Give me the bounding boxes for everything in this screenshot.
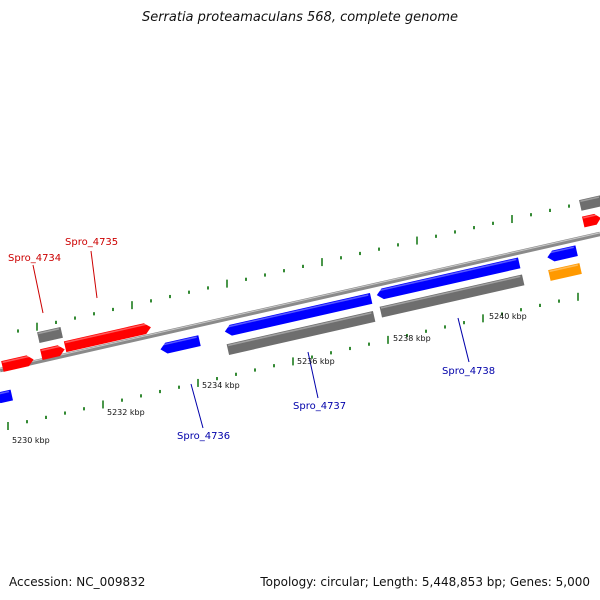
map-title: Serratia proteamaculans 568, complete ge… <box>141 10 459 25</box>
gene-features <box>0 195 600 404</box>
cds-gray <box>37 326 63 344</box>
cds-gray-right <box>579 195 600 211</box>
gene-spro-4734 <box>40 345 65 361</box>
gene-spro-4736 <box>160 335 201 354</box>
kbp-label: 5232 kbp <box>107 408 145 417</box>
leader-line <box>307 351 319 399</box>
genome-backbone <box>0 231 600 373</box>
leader-line <box>90 250 98 299</box>
gene-label: Spro_4735 <box>65 237 118 248</box>
accession-text: Accession: NC_009832 <box>9 575 146 589</box>
gene-blue <box>0 389 13 404</box>
label-leaders <box>32 250 470 429</box>
gene-label: Spro_4737 <box>293 401 346 412</box>
genome-backbone-highlight <box>0 232 600 370</box>
gene-red-right <box>582 213 600 228</box>
leader-line <box>32 264 44 314</box>
gene-blue-right <box>547 245 578 262</box>
gene-red <box>1 355 34 372</box>
cds-gray-4738 <box>379 274 525 318</box>
gene-label: Spro_4734 <box>8 253 61 264</box>
gene-labels: Spro_4734 Spro_4735 Spro_4736 Spro_4737 Spro… <box>8 237 495 442</box>
kbp-label: 5234 kbp <box>202 381 240 390</box>
lower-tick-row <box>7 292 579 430</box>
cds-gray-4737 <box>226 311 376 355</box>
leader-line <box>190 383 204 429</box>
feature-orange <box>548 263 582 281</box>
gene-spro-4738 <box>376 257 521 300</box>
kbp-label: 5238 kbp <box>393 334 431 343</box>
upper-tick-row <box>17 200 589 333</box>
kbp-labels: 5230 kbp 5232 kbp 5234 kbp 5236 kbp 5238 kbp… <box>12 312 527 445</box>
gene-label: Spro_4736 <box>177 431 230 442</box>
genome-summary: Topology: circular; Length: 5,448,853 bp… <box>260 575 590 589</box>
gene-spro-4735 <box>63 323 151 353</box>
kbp-label: 5240 kbp <box>489 312 527 321</box>
gene-label: Spro_4738 <box>442 366 495 377</box>
kbp-label: 5236 kbp <box>297 357 335 366</box>
kbp-label: 5230 kbp <box>12 436 50 445</box>
gene-spro-4737 <box>224 293 373 336</box>
leader-line <box>457 317 470 363</box>
